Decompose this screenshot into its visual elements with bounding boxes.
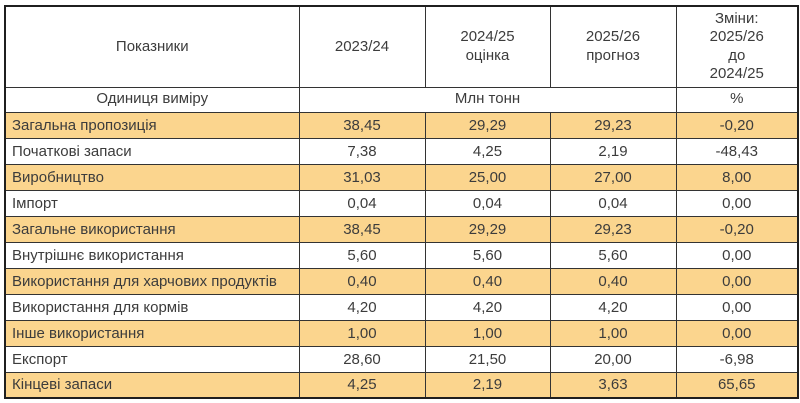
value-cell: 4,20 xyxy=(549,293,677,321)
value-cell: 4,20 xyxy=(424,293,551,321)
value-cell: 0,04 xyxy=(424,189,551,217)
value-cell: 0,00 xyxy=(675,241,799,269)
table-body: Загальна пропозиція 38,45 29,29 29,23 -0,20 П… xyxy=(4,111,799,399)
unit-row-percent: % xyxy=(675,86,799,113)
row-label: Використання для кормів xyxy=(4,293,300,321)
value-cell: 65,65 xyxy=(675,371,799,399)
value-cell: 29,29 xyxy=(424,111,551,139)
table-row: Використання для харчових продуктів 0,40 0… xyxy=(4,267,799,295)
value-cell: 5,60 xyxy=(424,241,551,269)
table-row: Загальне використання 38,45 29,29 29,23 -0,2… xyxy=(4,215,799,243)
table-row: Виробництво 31,03 25,00 27,00 8,00 xyxy=(4,163,799,191)
row-label: Початкові запаси xyxy=(4,137,300,165)
value-cell: 25,00 xyxy=(424,163,551,191)
table-row: Експорт 28,60 21,50 20,00 -6,98 xyxy=(4,345,799,373)
value-cell: 5,60 xyxy=(298,241,426,269)
value-cell: 0,40 xyxy=(424,267,551,295)
value-cell: 5,60 xyxy=(549,241,677,269)
header-cell-2025-26-forecast: 2025/26 прогноз xyxy=(549,5,677,88)
table-row: Використання для кормів 4,20 4,20 4,20 0,00 xyxy=(4,293,799,321)
value-cell: 29,29 xyxy=(424,215,551,243)
value-cell: 2,19 xyxy=(549,137,677,165)
table-row: Початкові запаси 7,38 4,25 2,19 -48,43 xyxy=(4,137,799,165)
value-cell: 2,19 xyxy=(424,371,551,399)
value-cell: 0,00 xyxy=(675,189,799,217)
value-cell: 1,00 xyxy=(549,319,677,347)
value-cell: 29,23 xyxy=(549,111,677,139)
table-row: Кінцеві запаси 4,25 2,19 3,63 65,65 xyxy=(4,371,799,399)
row-label: Внутрішнє використання xyxy=(4,241,300,269)
value-cell: 3,63 xyxy=(549,371,677,399)
header-cell-2024-25-estimate: 2024/25 оцінка xyxy=(424,5,551,88)
unit-row-unit: Млн тонн xyxy=(298,86,677,113)
row-label: Виробництво xyxy=(4,163,300,191)
unit-row: Одиниця виміру Млн тонн % xyxy=(4,86,799,113)
value-cell: 0,40 xyxy=(298,267,426,295)
row-label: Інше використання xyxy=(4,319,300,347)
row-label: Загальне використання xyxy=(4,215,300,243)
value-cell: 0,40 xyxy=(549,267,677,295)
grain-balance-table: Показники 2023/24 2024/25 оцінка 2025/26… xyxy=(4,5,799,399)
table-header-row: Показники 2023/24 2024/25 оцінка 2025/26… xyxy=(4,5,799,88)
value-cell: 0,00 xyxy=(675,267,799,295)
unit-row-label: Одиниця виміру xyxy=(4,86,300,113)
row-label: Використання для харчових продуктів xyxy=(4,267,300,295)
value-cell: -0,20 xyxy=(675,111,799,139)
value-cell: 0,00 xyxy=(675,319,799,347)
table-head: Показники 2023/24 2024/25 оцінка 2025/26… xyxy=(4,5,799,113)
value-cell: 8,00 xyxy=(675,163,799,191)
header-cell-2023-24: 2023/24 xyxy=(298,5,426,88)
value-cell: 0,04 xyxy=(298,189,426,217)
value-cell: 7,38 xyxy=(298,137,426,165)
value-cell: -6,98 xyxy=(675,345,799,373)
row-label: Експорт xyxy=(4,345,300,373)
table-row: Інше використання 1,00 1,00 1,00 0,00 xyxy=(4,319,799,347)
value-cell: 1,00 xyxy=(424,319,551,347)
value-cell: 4,20 xyxy=(298,293,426,321)
value-cell: 29,23 xyxy=(549,215,677,243)
value-cell: 31,03 xyxy=(298,163,426,191)
value-cell: 38,45 xyxy=(298,215,426,243)
value-cell: 0,04 xyxy=(549,189,677,217)
table-row: Загальна пропозиція 38,45 29,29 29,23 -0,20 xyxy=(4,111,799,139)
value-cell: -48,43 xyxy=(675,137,799,165)
value-cell: 4,25 xyxy=(298,371,426,399)
row-label: Імпорт xyxy=(4,189,300,217)
row-label: Загальна пропозиція xyxy=(4,111,300,139)
value-cell: 1,00 xyxy=(298,319,426,347)
table-row: Імпорт 0,04 0,04 0,04 0,00 xyxy=(4,189,799,217)
table-row: Внутрішнє використання 5,60 5,60 5,60 0,00 xyxy=(4,241,799,269)
header-cell-change: Зміни: 2025/26 до 2024/25 xyxy=(675,5,799,88)
value-cell: -0,20 xyxy=(675,215,799,243)
value-cell: 28,60 xyxy=(298,345,426,373)
value-cell: 27,00 xyxy=(549,163,677,191)
value-cell: 20,00 xyxy=(549,345,677,373)
value-cell: 4,25 xyxy=(424,137,551,165)
value-cell: 21,50 xyxy=(424,345,551,373)
header-cell-indicators: Показники xyxy=(4,5,300,88)
value-cell: 0,00 xyxy=(675,293,799,321)
value-cell: 38,45 xyxy=(298,111,426,139)
row-label: Кінцеві запаси xyxy=(4,371,300,399)
